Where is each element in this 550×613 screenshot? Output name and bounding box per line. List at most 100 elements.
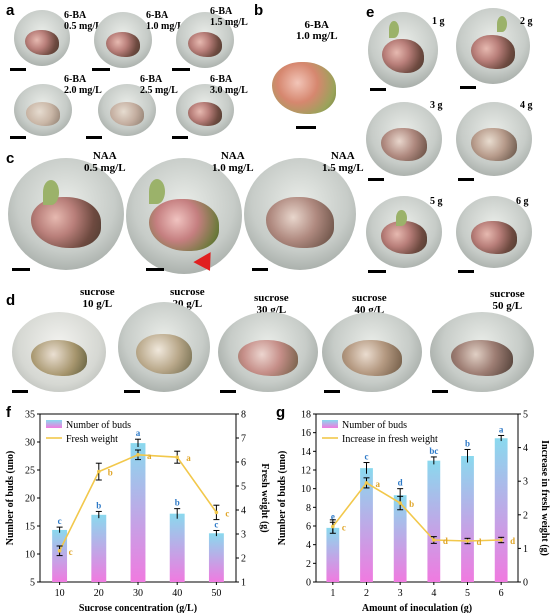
scale-bar xyxy=(296,126,316,129)
legend-swatch-bars xyxy=(322,420,338,428)
y2-tick-label: 4 xyxy=(241,506,246,517)
photo-e-4-label: 4 g xyxy=(520,100,533,111)
y2-tick-label: 7 xyxy=(241,434,246,445)
y-tick-label: 12 xyxy=(301,466,311,477)
y2-axis-label: Fresh weight (g) xyxy=(259,463,270,532)
y2-tick-label: 3 xyxy=(523,477,528,488)
line-letter: d xyxy=(477,537,482,547)
photo-a-4 xyxy=(14,84,72,136)
scale-bar xyxy=(324,390,340,393)
y-tick-label: 8 xyxy=(306,503,311,514)
y-tick-label: 10 xyxy=(25,550,35,561)
x-tick-label: 10 xyxy=(55,588,65,599)
bar-letter: a xyxy=(136,428,141,438)
legend-label: Number of buds xyxy=(342,420,407,431)
photo-d-4 xyxy=(322,312,422,392)
scale-bar xyxy=(458,178,474,181)
bar-letter: a xyxy=(499,424,504,434)
x-tick-label: 40 xyxy=(172,588,182,599)
line-letter: a xyxy=(147,451,152,461)
bar xyxy=(208,533,224,582)
scale-bar xyxy=(368,270,386,273)
y2-tick-label: 1 xyxy=(523,544,528,555)
scale-bar xyxy=(370,88,386,91)
scale-bar xyxy=(12,268,30,271)
y-tick-label: 16 xyxy=(301,428,311,439)
line-letter: a xyxy=(186,453,191,463)
line-point xyxy=(175,455,179,459)
legend-label: Number of buds xyxy=(66,420,131,431)
scale-bar xyxy=(368,178,384,181)
bar-letter: e xyxy=(331,511,335,521)
panel-label-e: e xyxy=(366,4,375,21)
x-tick-label: 6 xyxy=(499,588,504,599)
line-series xyxy=(332,481,502,542)
line-letter: b xyxy=(108,468,113,478)
scale-bar xyxy=(12,390,28,393)
scale-bar xyxy=(146,268,164,271)
bar-letter: c xyxy=(58,516,62,526)
photo-d-5 xyxy=(430,312,534,392)
x-tick-label: 2 xyxy=(364,588,369,599)
line-letter: b xyxy=(409,499,414,509)
x-tick-label: 50 xyxy=(211,588,221,599)
x-tick-label: 30 xyxy=(133,588,143,599)
y-tick-label: 4 xyxy=(306,540,311,551)
bar-letter: c xyxy=(214,519,218,529)
line-point xyxy=(364,481,369,485)
panel-label-a: a xyxy=(6,2,15,19)
photo-a-1-label: 6-BA 0.5 mg/L xyxy=(64,10,102,32)
photo-c-3-label: NAA 1.5 mg/L xyxy=(322,150,364,174)
bar xyxy=(169,513,185,582)
panel-label-d: d xyxy=(6,292,16,309)
y-tick-label: 6 xyxy=(306,522,311,533)
photo-d-1 xyxy=(12,312,106,392)
y-tick-label: 30 xyxy=(25,438,35,449)
photo-a-5-label: 6-BA 2.5 mg/L xyxy=(140,74,178,96)
plot-frame xyxy=(315,413,519,583)
bar-letter: b xyxy=(175,498,180,508)
y-tick-label: 25 xyxy=(25,466,35,477)
bar xyxy=(360,468,373,582)
bar xyxy=(130,443,146,582)
scale-bar xyxy=(460,86,476,89)
scale-bar xyxy=(92,68,110,71)
y-tick-label: 20 xyxy=(25,494,35,505)
scale-bar xyxy=(172,136,188,139)
photo-a-5 xyxy=(98,84,156,136)
scale-bar xyxy=(172,68,190,71)
bar xyxy=(461,456,474,582)
line-letter: c xyxy=(225,508,229,518)
photo-e-6-label: 6 g xyxy=(516,196,529,207)
line-point xyxy=(432,538,436,542)
panel-label-c: c xyxy=(6,150,15,167)
legend-label: Fresh weight xyxy=(66,434,118,445)
line-letter: a xyxy=(376,479,381,489)
scale-bar xyxy=(86,136,102,139)
bar xyxy=(91,514,107,582)
x-tick-label: 5 xyxy=(465,588,470,599)
photo-d-2 xyxy=(118,302,210,392)
bar-letter: b xyxy=(465,438,470,448)
y-tick-label: 35 xyxy=(25,410,35,421)
photo-e-2-label: 2 g xyxy=(520,16,533,27)
y2-tick-label: 6 xyxy=(241,458,246,469)
bar-letter: d xyxy=(398,478,403,488)
y-tick-label: 14 xyxy=(301,447,311,458)
photo-a-2 xyxy=(94,12,152,68)
panel-label-f: f xyxy=(6,404,11,421)
x-axis-label: Sucrose concentration (g/L) xyxy=(79,603,197,613)
panel-label-b: b xyxy=(254,2,264,19)
line-point xyxy=(57,549,62,553)
bar xyxy=(393,495,407,582)
y-tick-label: 5 xyxy=(30,578,35,589)
photo-e-1 xyxy=(368,12,438,88)
line-point xyxy=(465,539,470,543)
bar xyxy=(494,438,508,582)
y2-tick-label: 0 xyxy=(523,578,528,589)
photo-a-2-label: 6-BA 1.0 mg/L xyxy=(146,10,184,32)
photo-e-5-label: 5 g xyxy=(430,196,443,207)
photo-a-6-label: 6-BA 3.0 mg/L xyxy=(210,74,248,96)
y2-tick-label: 3 xyxy=(241,530,246,541)
